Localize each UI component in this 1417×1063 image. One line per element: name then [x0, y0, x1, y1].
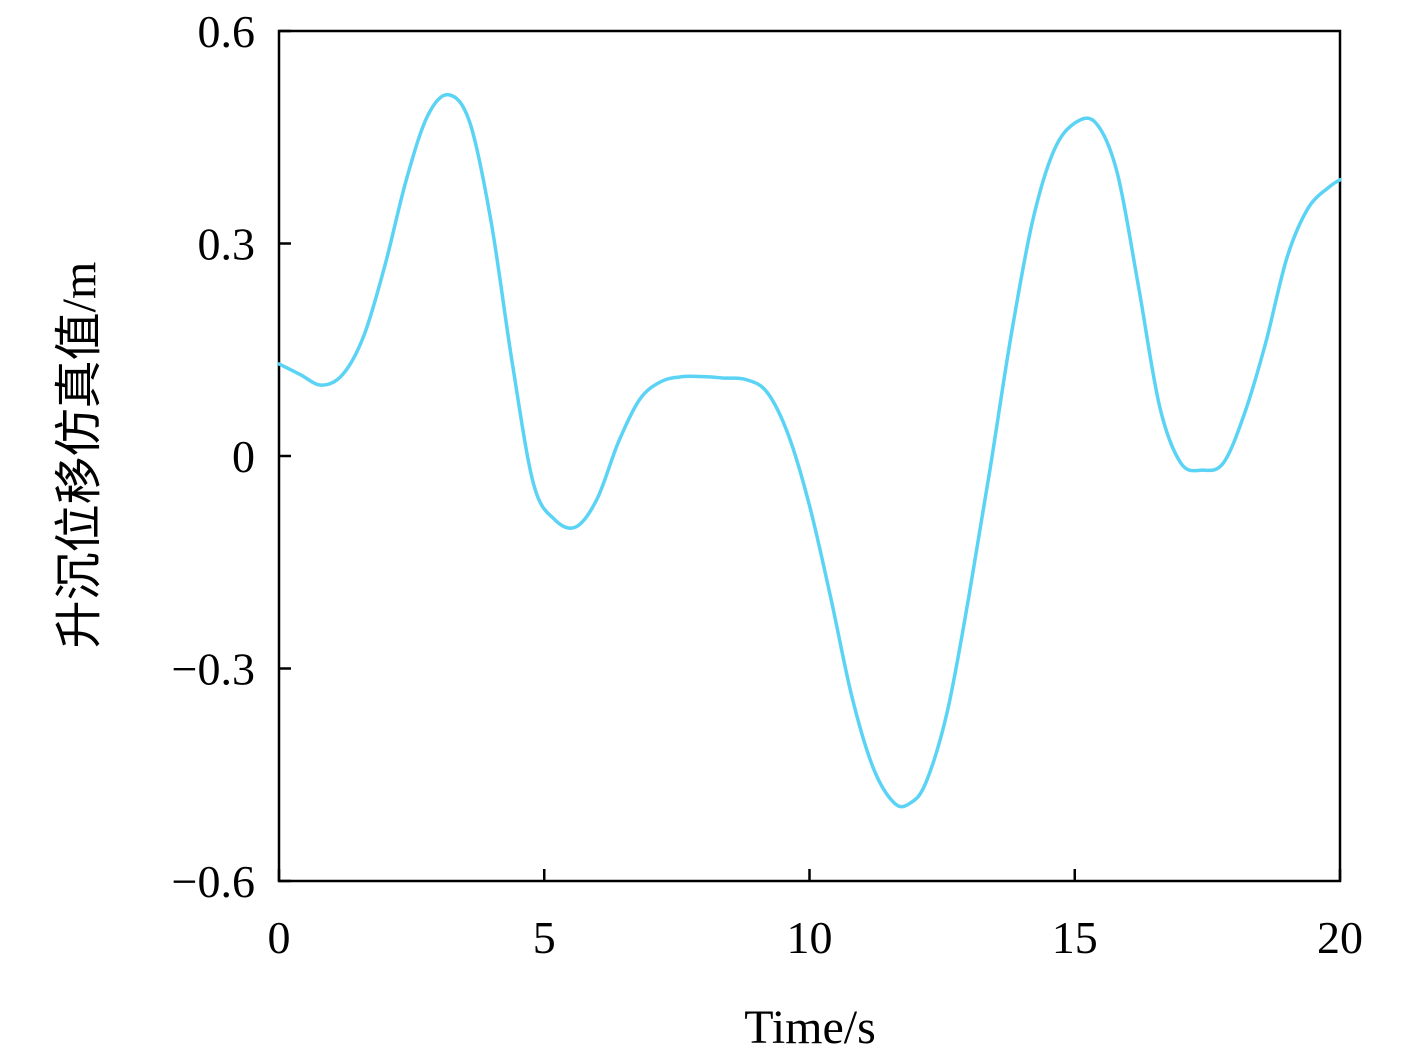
y-tick-label: 0 [232, 431, 255, 482]
series-layer [277, 92, 1342, 809]
x-tick-label: 5 [533, 912, 556, 963]
y-tick-label: 0.6 [198, 6, 256, 57]
y-axis: 0.6 0.3 0 −0.3 −0.6 [172, 6, 291, 907]
x-axis-title: Time/s [744, 1001, 876, 1054]
series-line-0 [277, 92, 1342, 809]
y-tick-label: −0.3 [172, 644, 255, 695]
plot-border [277, 29, 1342, 883]
x-axis: 0 5 10 15 20 [268, 869, 1363, 963]
y-tick-label: −0.6 [172, 856, 255, 907]
x-tick-label: 15 [1052, 912, 1098, 963]
x-tick-label: 0 [268, 912, 291, 963]
x-tick-label: 20 [1317, 912, 1363, 963]
plot-frame [277, 29, 1342, 883]
y-tick-label: 0.3 [198, 219, 256, 270]
x-tick-label: 10 [787, 912, 833, 963]
y-axis-title: 升沉位移仿真值/m [53, 262, 106, 649]
